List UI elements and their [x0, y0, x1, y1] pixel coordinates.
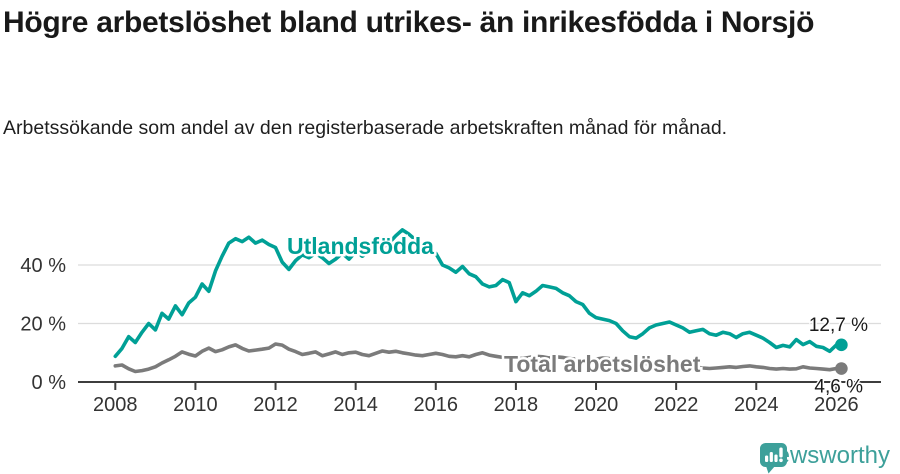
end-dot-utlandsfodda [835, 338, 848, 352]
svg-text:2024: 2024 [734, 394, 779, 416]
svg-text:2008: 2008 [93, 394, 138, 416]
end-value-label-utlandsfodda: 12,7 % [809, 315, 868, 336]
gridlines [78, 264, 881, 325]
series-label-total-arbetsloshet: Total arbetslöshet [504, 351, 701, 377]
svg-text:2018: 2018 [494, 394, 539, 416]
svg-text:0 %: 0 % [32, 372, 67, 394]
series-line-total-arbetsloshet [113, 342, 839, 374]
page-title: Högre arbetslöshet bland utrikes- än inr… [3, 6, 815, 39]
svg-text:2014: 2014 [333, 394, 378, 416]
svg-text:2026: 2026 [814, 394, 859, 416]
x-axis-labels: 2008 2010 2012 2014 2016 2018 2020 2022 2024 2026 [93, 394, 859, 416]
newsworthy-logo[interactable]: Newsworthy [759, 442, 890, 474]
end-value-label-total: 4,6 % [814, 377, 863, 398]
page-subtitle: Arbetssökande som andel av den registerb… [3, 117, 728, 139]
svg-text:2016: 2016 [414, 394, 459, 416]
y-axis-labels: 0 % 20 % 40 % [20, 255, 66, 394]
svg-text:2022: 2022 [654, 394, 699, 416]
svg-text:2010: 2010 [173, 394, 218, 416]
svg-text:40 %: 40 % [20, 255, 66, 277]
series-label-utlandsfodda: Utlandsfödda [287, 233, 434, 259]
svg-text:20 %: 20 % [20, 314, 66, 336]
svg-text:2012: 2012 [253, 394, 298, 416]
series-line-utlandsfodda [113, 228, 839, 359]
newsworthy-logo-icon [760, 443, 788, 474]
svg-text:2020: 2020 [574, 394, 619, 416]
x-axis-ticks [114, 382, 838, 390]
end-dot-total [835, 362, 848, 375]
